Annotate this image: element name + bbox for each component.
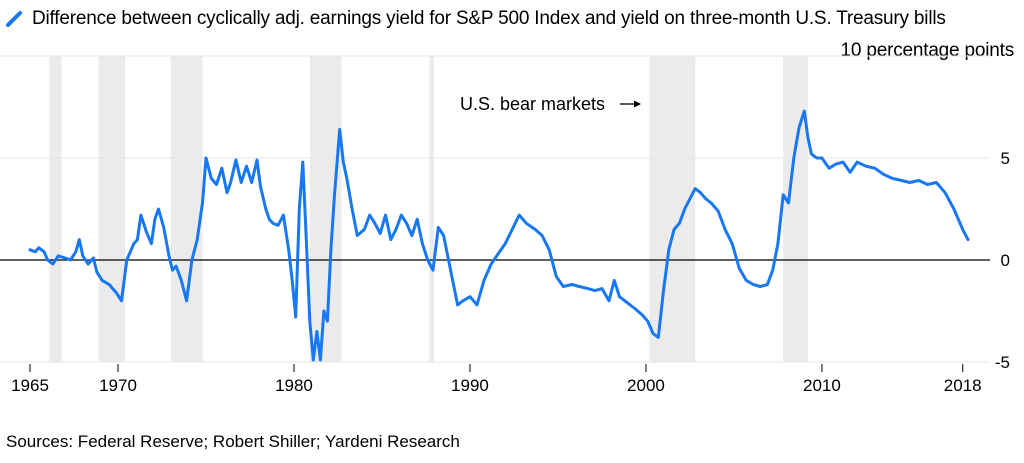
x-tick-label-1: 1970 xyxy=(99,376,137,395)
bear-markets-annotation: U.S. bear markets xyxy=(460,94,605,114)
source-note: Sources: Federal Reserve; Robert Shiller… xyxy=(6,432,460,451)
bear-market-band-4 xyxy=(429,56,434,362)
y-tick-label-0: 5 xyxy=(1001,149,1010,168)
x-tick-label-0: 1965 xyxy=(11,376,49,395)
bear-market-shading-group xyxy=(49,56,808,362)
bear-market-band-6 xyxy=(783,56,808,362)
x-tick-label-2: 1980 xyxy=(275,376,313,395)
x-tick-label-3: 1990 xyxy=(451,376,489,395)
series-group xyxy=(28,109,970,362)
legend-series-swatch-icon xyxy=(6,11,22,27)
bear-market-band-0 xyxy=(49,56,62,362)
gridlines-group xyxy=(0,55,990,363)
arrow-right-icon xyxy=(620,100,641,108)
axes-group: 1965 1970 1980 1990 2000 2010 2018 5 0 -5 xyxy=(11,149,1010,395)
annotation-group: U.S. bear markets xyxy=(460,94,641,114)
bear-market-band-5 xyxy=(649,56,696,362)
y-tick-label-2: -5 xyxy=(995,353,1010,372)
legend: Difference between cyclically adj. earni… xyxy=(6,4,946,34)
x-tick-label-6: 2018 xyxy=(944,376,982,395)
x-tick-label-4: 2000 xyxy=(627,376,665,395)
bear-market-band-3 xyxy=(309,56,342,362)
y-tick-label-1: 0 xyxy=(1001,251,1010,270)
bear-market-band-2 xyxy=(170,56,203,362)
bear-market-band-1 xyxy=(98,56,126,362)
series-line-0 xyxy=(28,109,970,362)
legend-label: Difference between cyclically adj. earni… xyxy=(32,8,946,29)
x-tick-label-5: 2010 xyxy=(803,376,841,395)
